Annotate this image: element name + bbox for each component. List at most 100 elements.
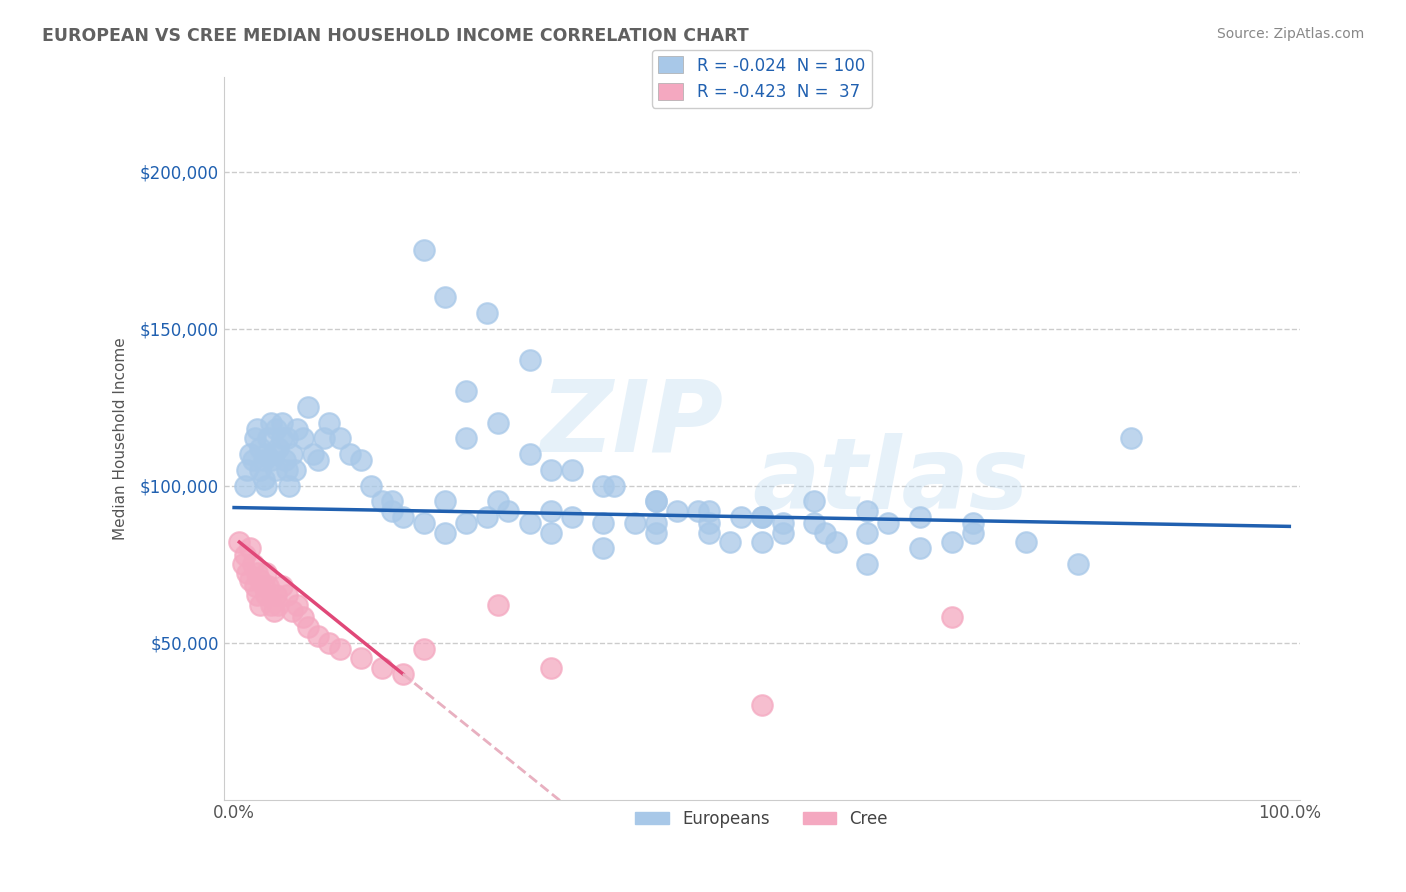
Point bbox=[751, 535, 773, 549]
Point bbox=[519, 516, 541, 531]
Point bbox=[254, 589, 277, 603]
Point bbox=[772, 516, 794, 531]
Point bbox=[456, 516, 478, 531]
Point bbox=[697, 525, 720, 540]
Point bbox=[592, 541, 614, 556]
Point bbox=[486, 416, 509, 430]
Y-axis label: Median Household Income: Median Household Income bbox=[114, 337, 128, 540]
Point bbox=[329, 432, 352, 446]
Point bbox=[254, 447, 277, 461]
Point bbox=[962, 516, 984, 531]
Point bbox=[231, 557, 253, 571]
Point bbox=[498, 504, 520, 518]
Point bbox=[281, 447, 304, 461]
Point bbox=[371, 661, 394, 675]
Point bbox=[540, 504, 562, 518]
Point bbox=[308, 629, 330, 643]
Point bbox=[235, 566, 257, 581]
Point bbox=[561, 510, 583, 524]
Point bbox=[249, 598, 271, 612]
Point bbox=[278, 478, 301, 492]
Point bbox=[645, 516, 668, 531]
Point bbox=[297, 400, 319, 414]
Point bbox=[381, 494, 404, 508]
Point bbox=[274, 453, 297, 467]
Point bbox=[1119, 432, 1142, 446]
Legend: Europeans, Cree: Europeans, Cree bbox=[628, 803, 894, 835]
Point bbox=[486, 598, 509, 612]
Point bbox=[287, 598, 309, 612]
Point bbox=[256, 579, 278, 593]
Point bbox=[730, 510, 752, 524]
Point bbox=[249, 573, 271, 587]
Point bbox=[456, 384, 478, 399]
Point bbox=[908, 510, 931, 524]
Point bbox=[603, 478, 626, 492]
Point bbox=[718, 535, 741, 549]
Point bbox=[456, 432, 478, 446]
Point bbox=[413, 516, 436, 531]
Point bbox=[252, 472, 274, 486]
Point bbox=[350, 453, 373, 467]
Point bbox=[434, 494, 457, 508]
Point bbox=[477, 306, 499, 320]
Point bbox=[360, 478, 382, 492]
Point bbox=[312, 432, 335, 446]
Point bbox=[824, 535, 846, 549]
Point bbox=[243, 432, 266, 446]
Point bbox=[260, 598, 283, 612]
Point bbox=[246, 566, 269, 581]
Point bbox=[318, 635, 340, 649]
Point bbox=[228, 535, 250, 549]
Point bbox=[814, 525, 837, 540]
Point bbox=[540, 463, 562, 477]
Point bbox=[941, 610, 963, 624]
Point bbox=[291, 610, 314, 624]
Point bbox=[751, 510, 773, 524]
Point bbox=[318, 416, 340, 430]
Point bbox=[772, 525, 794, 540]
Point bbox=[276, 589, 298, 603]
Point bbox=[540, 661, 562, 675]
Point bbox=[486, 494, 509, 508]
Point bbox=[519, 353, 541, 368]
Point bbox=[267, 598, 290, 612]
Point bbox=[751, 510, 773, 524]
Point bbox=[270, 579, 292, 593]
Point bbox=[856, 525, 879, 540]
Point bbox=[697, 516, 720, 531]
Point bbox=[413, 243, 436, 257]
Point bbox=[239, 447, 262, 461]
Text: EUROPEAN VS CREE MEDIAN HOUSEHOLD INCOME CORRELATION CHART: EUROPEAN VS CREE MEDIAN HOUSEHOLD INCOME… bbox=[42, 27, 749, 45]
Point bbox=[246, 589, 269, 603]
Point bbox=[803, 494, 825, 508]
Point bbox=[962, 525, 984, 540]
Point bbox=[1014, 535, 1036, 549]
Text: ZIP: ZIP bbox=[541, 376, 724, 473]
Point bbox=[256, 432, 278, 446]
Point bbox=[233, 478, 256, 492]
Point bbox=[434, 290, 457, 304]
Point bbox=[284, 463, 307, 477]
Point bbox=[592, 516, 614, 531]
Point bbox=[697, 504, 720, 518]
Point bbox=[246, 422, 269, 436]
Point bbox=[239, 541, 262, 556]
Text: atlas: atlas bbox=[752, 434, 1029, 531]
Point bbox=[308, 453, 330, 467]
Point bbox=[291, 432, 314, 446]
Point bbox=[276, 463, 298, 477]
Point bbox=[645, 494, 668, 508]
Point bbox=[540, 525, 562, 540]
Point bbox=[1067, 557, 1090, 571]
Point bbox=[281, 604, 304, 618]
Point bbox=[561, 463, 583, 477]
Point bbox=[266, 589, 288, 603]
Point bbox=[243, 579, 266, 593]
Point bbox=[254, 478, 277, 492]
Point bbox=[381, 504, 404, 518]
Point bbox=[239, 573, 262, 587]
Point bbox=[297, 620, 319, 634]
Point bbox=[252, 453, 274, 467]
Point bbox=[267, 441, 290, 455]
